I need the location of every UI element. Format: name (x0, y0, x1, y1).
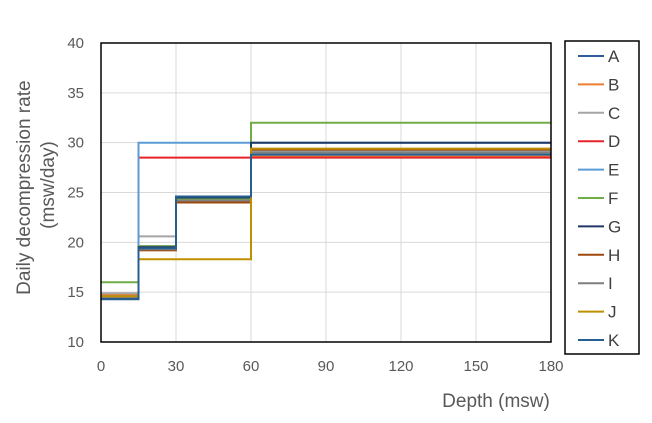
legend-label-j: J (608, 303, 617, 322)
y-tick-label: 35 (67, 85, 84, 102)
x-tick-label: 150 (463, 358, 488, 375)
legend-label-d: D (608, 132, 620, 151)
grid (100, 42, 552, 343)
legend-label-k: K (608, 331, 620, 350)
x-axis-title: Depth (msw) (442, 391, 550, 412)
legend-label-b: B (608, 75, 619, 94)
x-tick-label: 90 (318, 358, 335, 375)
y-tick-label: 20 (67, 234, 84, 251)
legend-label-i: I (608, 274, 613, 293)
x-tick-label: 0 (97, 358, 105, 375)
y-tick-label: 10 (67, 334, 84, 351)
legend-label-h: H (608, 246, 620, 265)
legend-label-a: A (608, 47, 620, 66)
x-tick-label: 180 (538, 358, 563, 375)
y-tick-label: 40 (67, 35, 84, 52)
legend-label-c: C (608, 104, 620, 123)
x-tick-labels: 0 30 60 90 120 150 180 (97, 358, 564, 375)
y-axis-title-line-2: (msw/day) (38, 141, 59, 229)
x-tick-label: 120 (388, 358, 413, 375)
y-tick-label: 30 (67, 135, 84, 152)
legend-box (564, 40, 640, 355)
series-line-k (101, 153, 551, 301)
y-axis-title: Daily decompression rate (msw/day) (14, 75, 59, 295)
legend-label-f: F (608, 189, 618, 208)
x-tick-label: 30 (168, 358, 185, 375)
y-tick-label: 15 (67, 284, 84, 301)
y-axis-title-line-1: Daily decompression rate (14, 80, 35, 294)
plot-frame (100, 42, 552, 343)
x-tick-label: 60 (243, 358, 260, 375)
legend-label-e: E (608, 161, 619, 180)
legend-label-g: G (608, 217, 621, 236)
series-lines (101, 121, 551, 301)
y-tick-label: 25 (67, 185, 84, 202)
y-tick-labels: 10 15 20 25 30 35 40 (67, 35, 84, 351)
